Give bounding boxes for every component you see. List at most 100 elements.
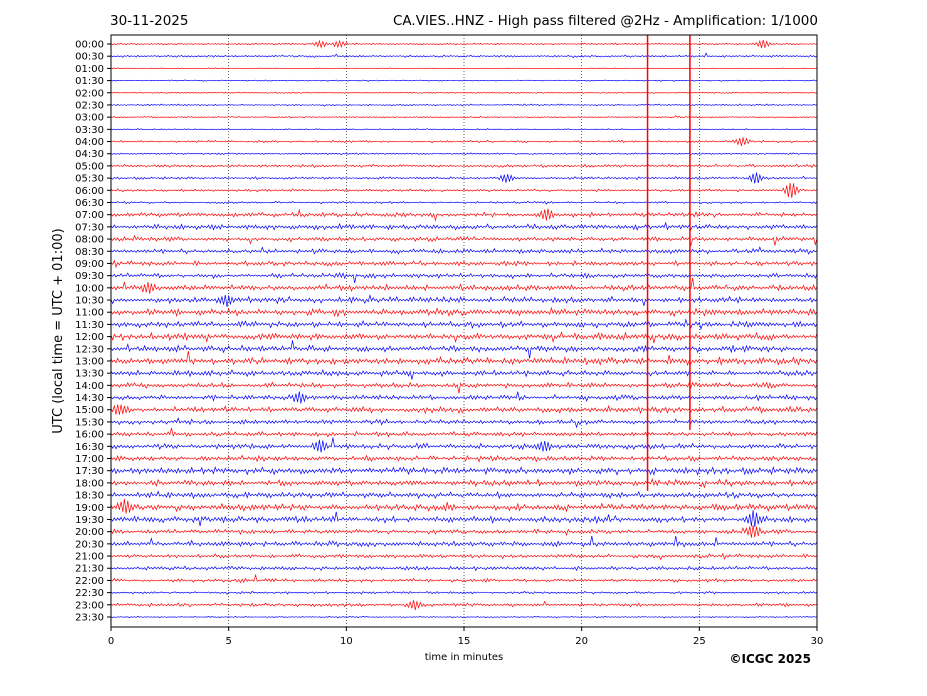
trace-04:00	[110, 137, 818, 147]
copyright: ©ICGC 2025	[729, 652, 811, 666]
y-tick-label: 17:30	[75, 466, 104, 477]
trace-17:00	[110, 454, 818, 463]
trace-06:00	[110, 182, 818, 199]
y-tick-label: 06:00	[75, 186, 104, 197]
trace-23:30	[110, 615, 818, 619]
y-tick-label: 11:30	[75, 320, 104, 331]
y-tick-label: 16:00	[75, 430, 104, 441]
trace-22:00	[110, 573, 818, 584]
trace-20:30	[110, 535, 818, 548]
y-tick-label: 19:30	[75, 515, 104, 526]
y-tick-label: 23:30	[75, 613, 104, 624]
y-tick-label: 13:00	[75, 356, 104, 367]
plot-frame	[110, 34, 818, 628]
trace-08:00	[110, 234, 818, 246]
y-tick-label: 20:30	[75, 539, 104, 550]
trace-13:00	[110, 350, 818, 366]
trace-17:30	[110, 465, 818, 476]
y-tick-label: 09:30	[75, 271, 104, 282]
trace-19:00	[110, 498, 818, 514]
y-tick-label: 12:30	[75, 344, 104, 355]
x-tick-label: 10	[340, 636, 353, 647]
trace-06:30	[110, 200, 818, 205]
y-tick-label: 04:30	[75, 149, 104, 160]
y-tick-label: 02:30	[75, 100, 104, 111]
y-tick-label: 21:00	[75, 552, 104, 563]
y-tick-label: 19:00	[75, 503, 104, 514]
y-tick-label: 00:00	[75, 40, 104, 51]
trace-21:00	[110, 552, 818, 561]
chart-date: 30-11-2025	[110, 13, 188, 29]
y-tick-label: 00:30	[75, 52, 104, 63]
trace-03:00	[110, 115, 818, 119]
y-tick-label: 17:00	[75, 454, 104, 465]
y-tick-label: 08:30	[75, 247, 104, 258]
y-tick-label: 12:00	[75, 332, 104, 343]
trace-23:00	[110, 600, 818, 611]
trace-14:30	[110, 391, 818, 404]
y-tick-label: 18:30	[75, 491, 104, 502]
y-tick-label: 14:00	[75, 381, 104, 392]
trace-11:30	[110, 318, 818, 331]
trace-08:30	[110, 246, 818, 255]
y-tick-label: 07:30	[75, 222, 104, 233]
trace-10:30	[110, 293, 818, 308]
trace-15:00	[110, 404, 818, 415]
y-tick-label: 03:30	[75, 125, 104, 136]
x-tick-label: 5	[225, 636, 231, 647]
trace-09:30	[110, 271, 818, 283]
y-axis-label: UTC (local time = UTC + 01:00)	[51, 228, 66, 433]
y-tick-label: 05:30	[75, 174, 104, 185]
y-tick-label: 15:30	[75, 417, 104, 428]
y-tick-label: 02:00	[75, 88, 104, 99]
trace-15:30	[110, 417, 818, 429]
trace-00:30	[110, 52, 818, 59]
trace-05:30	[110, 172, 818, 184]
trace-21:30	[110, 565, 818, 572]
trace-02:00	[110, 91, 818, 94]
x-axis-label: time in minutes	[425, 652, 504, 663]
chart-title: CA.VIES..HNZ - High pass filtered @2Hz -…	[393, 13, 818, 29]
trace-07:00	[110, 208, 818, 222]
trace-18:30	[110, 490, 818, 500]
y-tick-label: 13:30	[75, 369, 104, 380]
y-tick-label: 09:00	[75, 259, 104, 270]
x-tick-label: 20	[575, 636, 588, 647]
y-tick-label: 16:30	[75, 442, 104, 453]
y-tick-label: 15:00	[75, 405, 104, 416]
y-tick-label: 23:00	[75, 600, 104, 611]
y-tick-label: 05:00	[75, 161, 104, 172]
y-tick-label: 01:00	[75, 64, 104, 75]
trace-09:00	[110, 259, 818, 269]
trace-01:30	[110, 79, 818, 82]
y-tick-label: 11:00	[75, 308, 104, 319]
trace-04:30	[110, 152, 818, 156]
trace-07:30	[110, 221, 818, 231]
y-tick-label: 22:30	[75, 588, 104, 599]
trace-16:00	[110, 427, 818, 438]
trace-12:00	[110, 331, 818, 344]
y-tick-label: 18:00	[75, 478, 104, 489]
trace-12:30	[110, 340, 818, 359]
x-tick-label: 25	[693, 636, 706, 647]
x-tick-label: 0	[108, 636, 114, 647]
y-tick-label: 10:00	[75, 283, 104, 294]
trace-10:00	[110, 278, 818, 294]
y-tick-label: 03:00	[75, 113, 104, 124]
trace-11:00	[110, 306, 818, 318]
trace-13:30	[110, 369, 818, 380]
trace-03:30	[110, 128, 818, 131]
x-tick-label: 15	[458, 636, 471, 647]
trace-01:00	[110, 67, 818, 70]
y-tick-label: 22:00	[75, 576, 104, 587]
y-tick-label: 06:30	[75, 198, 104, 209]
y-tick-label: 14:30	[75, 393, 104, 404]
y-tick-label: 08:00	[75, 235, 104, 246]
y-tick-label: 07:00	[75, 210, 104, 221]
x-tick-label: 30	[811, 636, 824, 647]
y-tick-label: 20:00	[75, 527, 104, 538]
trace-20:00	[110, 525, 818, 538]
trace-22:30	[110, 590, 818, 595]
